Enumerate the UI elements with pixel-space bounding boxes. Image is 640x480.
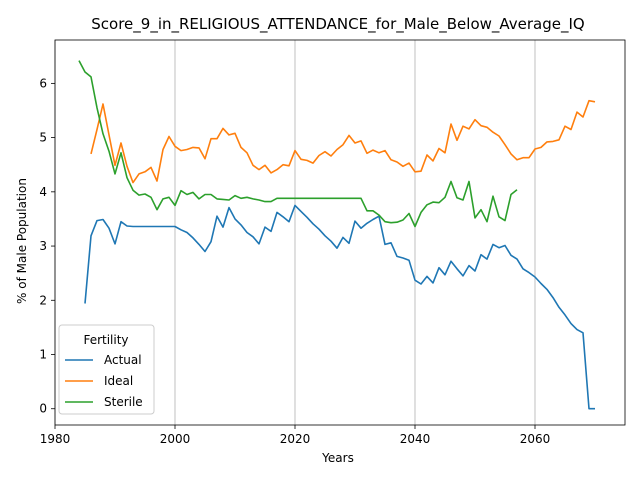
plot-frame xyxy=(54,39,626,426)
legend-label-sterile: Sterile xyxy=(104,395,143,409)
x-axis-label: Years xyxy=(321,451,354,465)
y-tick-label: 1 xyxy=(39,348,47,362)
series-line-sterile xyxy=(78,60,518,228)
x-tick-label: 2000 xyxy=(160,432,191,446)
x-tick-label: 2060 xyxy=(520,432,551,446)
legend: Fertility Actual Ideal Sterile xyxy=(58,324,155,415)
legend-frame xyxy=(58,324,155,415)
series-lines xyxy=(78,60,596,410)
legend-title: Fertility xyxy=(83,333,128,347)
legend-label-actual: Actual xyxy=(104,353,142,367)
y-tick-label: 5 xyxy=(39,131,47,145)
axes: 1980 2000 2020 2040 2060 0 1 2 3 4 5 6 xyxy=(39,39,626,446)
x-tick-label: 2020 xyxy=(280,432,311,446)
y-tick-label: 0 xyxy=(39,402,47,416)
y-axis-label: % of Male Population xyxy=(15,178,29,304)
x-tick-label: 2040 xyxy=(400,432,431,446)
y-tick-label: 6 xyxy=(39,76,47,90)
x-tick-label: 1980 xyxy=(40,432,71,446)
y-tick-label: 3 xyxy=(39,239,47,253)
y-tick-label: 4 xyxy=(39,185,47,199)
series-line-actual xyxy=(84,204,595,410)
series-line-ideal xyxy=(90,99,596,184)
chart-title: Score_9_in_RELIGIOUS_ATTENDANCE_for_Male… xyxy=(91,15,584,34)
y-tick-label: 2 xyxy=(39,293,47,307)
legend-label-ideal: Ideal xyxy=(104,374,133,388)
